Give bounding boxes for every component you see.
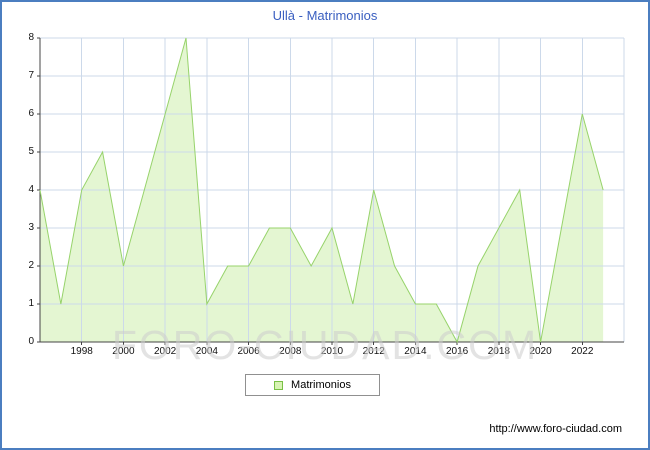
plot-area: 0 1 2 3 4 5 6 7 8 1998 2000 2002 2004 2006 2008 2010 20…	[28, 32, 625, 357]
y-tick-label: 7	[28, 70, 34, 81]
legend-label: Matrimonios	[291, 379, 351, 391]
footer-url: http://www.foro-ciudad.com	[489, 423, 622, 435]
y-tick-label: 2	[28, 260, 34, 271]
y-tick-label: 3	[28, 222, 34, 233]
x-tick-label: 2012	[362, 346, 385, 357]
x-tick-label: 1998	[70, 346, 93, 357]
x-tick-label: 2014	[404, 346, 427, 357]
y-tick-label: 0	[28, 336, 34, 347]
y-tick-label: 5	[28, 146, 34, 157]
x-tick-label: 2004	[195, 346, 218, 357]
x-tick-label: 2016	[446, 346, 469, 357]
chart-title: Ullà - Matrimonios	[272, 8, 378, 23]
x-tick-label: 2022	[571, 346, 594, 357]
x-tick-label: 2020	[529, 346, 552, 357]
x-tick-label: 2000	[112, 346, 135, 357]
y-tick-label: 1	[28, 298, 34, 309]
area-chart	[37, 37, 625, 345]
x-tick-label: 2008	[279, 346, 302, 357]
legend: Matrimonios	[245, 374, 380, 396]
y-tick-label: 6	[28, 108, 34, 119]
x-tick-label: 2002	[154, 346, 177, 357]
y-tick-label: 8	[28, 32, 34, 43]
legend-swatch-matrimonios	[274, 380, 284, 390]
y-tick-label: 4	[28, 184, 34, 195]
x-tick-label: 2010	[320, 346, 344, 357]
x-tick-label: 2018	[487, 346, 510, 357]
x-tick-label: 2006	[237, 346, 260, 357]
